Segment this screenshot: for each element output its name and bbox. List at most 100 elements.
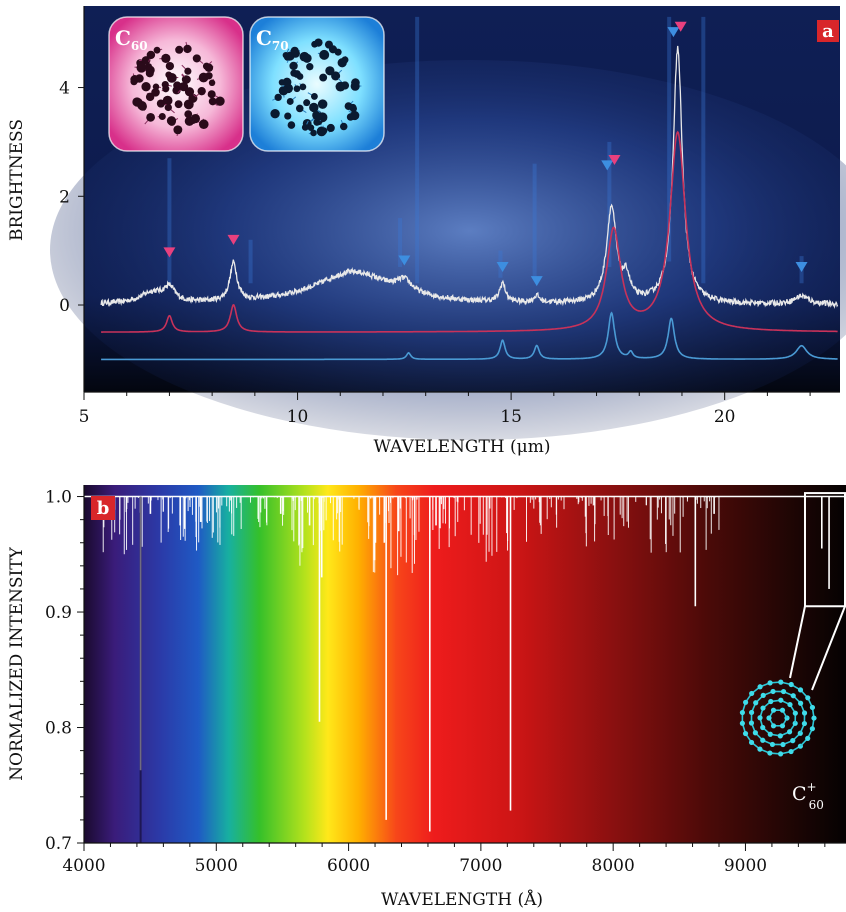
panel-b-y-tick-label: 0.7 <box>45 834 72 854</box>
background-streak <box>532 163 537 278</box>
atom <box>320 127 328 135</box>
atom <box>289 61 298 71</box>
atom <box>801 710 808 716</box>
peak-marker <box>496 262 509 273</box>
atom <box>174 100 183 109</box>
panel-a-y-tick-label: 0 <box>59 296 70 316</box>
atom <box>205 72 213 80</box>
atom <box>769 741 776 748</box>
background-streak <box>167 158 172 286</box>
panel-a-x-tick-label: 15 <box>500 407 522 427</box>
atom <box>770 688 776 695</box>
atom <box>319 49 330 60</box>
panel-a-series-2 <box>101 311 838 361</box>
panel-b-y-tick-label: 1.0 <box>45 488 72 508</box>
atom <box>739 709 746 716</box>
atom <box>809 726 815 732</box>
atom <box>164 103 172 112</box>
atom <box>752 730 758 736</box>
panel-a-series-0 <box>100 45 839 309</box>
atom <box>136 62 147 73</box>
atom <box>202 62 211 70</box>
panel-b-label: b <box>97 498 110 519</box>
atom <box>328 45 338 54</box>
atom <box>130 75 140 84</box>
peak-marker <box>601 160 614 171</box>
peak-marker <box>608 154 621 165</box>
atom <box>760 692 766 698</box>
atom <box>749 690 755 697</box>
atom <box>317 99 328 109</box>
atom <box>780 741 786 748</box>
background-streak <box>398 218 403 267</box>
atom <box>166 72 177 83</box>
atom <box>166 116 177 126</box>
atom <box>274 93 282 102</box>
background-streak <box>701 16 706 284</box>
atom <box>787 701 793 708</box>
atom <box>786 729 793 735</box>
atom <box>809 704 816 711</box>
atom <box>778 697 784 703</box>
atom <box>153 46 161 54</box>
atom <box>779 723 786 729</box>
panel-a-x-tick-label: 5 <box>79 407 90 427</box>
atom <box>151 88 160 97</box>
panel-a-series <box>100 45 839 361</box>
zoom-pointer-line <box>811 605 846 691</box>
atom <box>798 700 804 706</box>
panel-b-xlabel: WAVELENGTH (Å) <box>381 889 543 910</box>
c60-molecule-icon <box>130 41 225 137</box>
atom <box>760 724 766 731</box>
atom <box>132 97 142 107</box>
atom <box>161 53 171 63</box>
atom <box>766 715 772 721</box>
peak-marker <box>795 262 808 273</box>
atom <box>198 119 209 130</box>
atom <box>287 121 296 129</box>
atom <box>190 113 201 124</box>
atom <box>299 51 310 62</box>
atom <box>284 112 292 120</box>
peak-marker <box>530 276 543 287</box>
atom <box>183 44 192 54</box>
panel-b-x-tick-label: 4000 <box>62 856 105 876</box>
spectrum-background <box>84 485 846 843</box>
atom <box>270 108 280 119</box>
atom <box>778 679 784 685</box>
background-streak <box>667 16 672 262</box>
panel-b-x-tick-label: 9000 <box>724 856 767 876</box>
panel-b-x-tick-label: 7000 <box>459 856 502 876</box>
atom <box>797 687 804 693</box>
panel-a: C60 C70 a 5 10 15 20 0 2 4 WAVELENGTH (μm) BRI… <box>7 6 846 457</box>
atom <box>141 56 151 65</box>
panel-b-y-tick-label: 0.8 <box>45 719 72 739</box>
atom <box>313 118 321 126</box>
panel-a-label: a <box>822 21 834 42</box>
atom <box>290 46 299 55</box>
atom <box>757 684 763 690</box>
atom <box>141 82 151 92</box>
atom <box>760 737 766 743</box>
atom <box>779 707 786 713</box>
atom <box>326 123 335 133</box>
atom <box>286 98 294 105</box>
atom <box>350 81 360 91</box>
atom <box>777 733 783 739</box>
zoom-inset <box>789 492 846 691</box>
atom <box>312 110 323 121</box>
atom <box>208 79 216 87</box>
atom <box>162 95 173 106</box>
panel-b-x-tick-label: 5000 <box>195 856 238 876</box>
atom <box>780 688 787 695</box>
atom <box>790 693 796 699</box>
atom <box>183 75 191 84</box>
peak-marker <box>674 21 687 32</box>
atom <box>175 45 184 54</box>
atom <box>156 99 165 108</box>
atom <box>184 87 195 97</box>
atom <box>158 112 166 120</box>
c70-molecule-icon <box>270 38 362 137</box>
atom <box>165 61 175 71</box>
